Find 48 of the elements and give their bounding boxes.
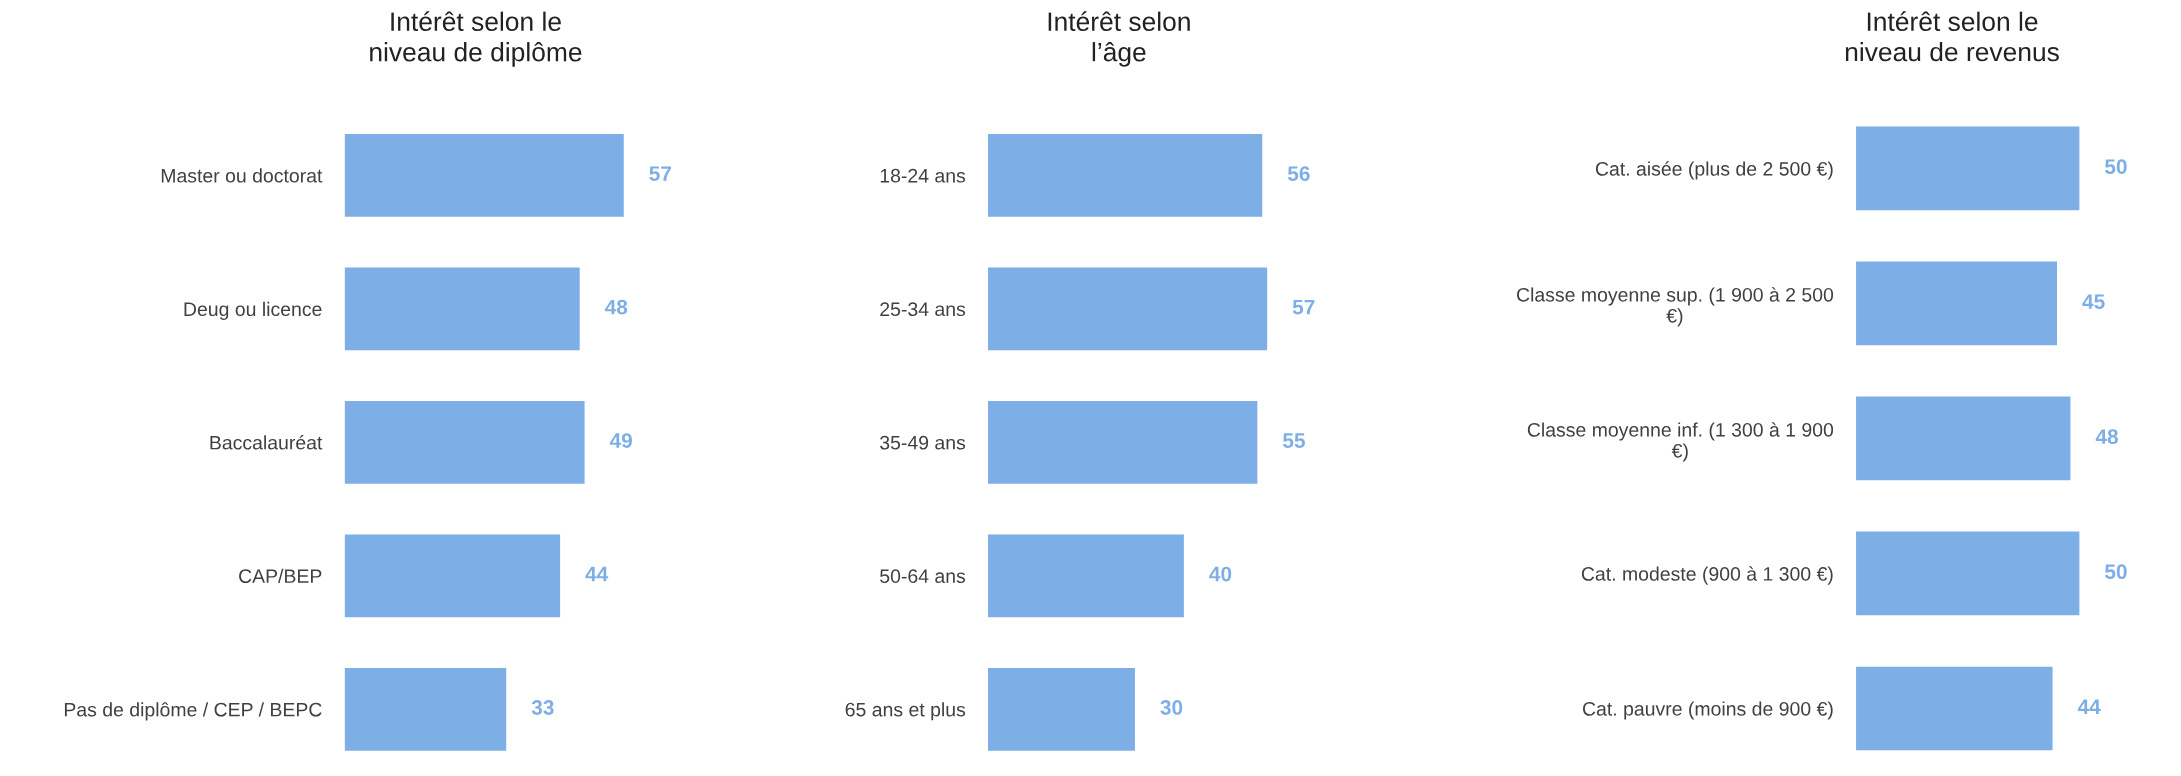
- bar: [1856, 261, 2058, 346]
- bar: [987, 534, 1184, 618]
- y-tick-label: Pas de diplôme / CEP / BEPC: [64, 702, 322, 721]
- bar: [987, 400, 1258, 484]
- data-label: 33: [531, 700, 554, 715]
- y-tick-label: 35-49 ans: [880, 435, 966, 450]
- y-tick-label: Deug ou licence: [184, 301, 322, 320]
- bar: [344, 534, 561, 618]
- y-tick-label: 18-24 ans: [880, 168, 966, 183]
- bar: [987, 134, 1263, 217]
- y-tick-label: Cat. modeste (900 à 1 300 €): [1581, 566, 1833, 585]
- data-label: 50: [2105, 159, 2127, 174]
- data-label: 48: [605, 299, 628, 315]
- bar: [344, 667, 507, 751]
- y-tick-label: 25-34 ans: [880, 302, 966, 317]
- data-label: 50: [2105, 564, 2127, 580]
- y-tick-label: Classe moyenne sup. (1 900 à 2 500 €): [1517, 287, 1834, 327]
- data-label: 45: [2082, 294, 2105, 310]
- bar: [987, 667, 1135, 751]
- data-label: 49: [609, 433, 632, 448]
- chart-title: Intérêt selon l’âge: [1048, 11, 1190, 67]
- bar: [344, 134, 624, 217]
- bar: [1856, 396, 2071, 481]
- y-tick-label: Master ou doctorat: [161, 168, 323, 183]
- y-tick-label: 65 ans et plus: [845, 702, 966, 721]
- chart-title: Intérêt selon le niveau de revenus: [1845, 11, 2059, 62]
- y-tick-label: Cat. aisée (plus de 2 500 €): [1595, 161, 1833, 180]
- y-tick-label: Classe moyenne inf. (1 300 à 1 900 €): [1527, 422, 1834, 462]
- data-label: 56: [1287, 166, 1310, 181]
- y-tick-label: Baccalauréat: [210, 435, 323, 450]
- data-label: 57: [649, 166, 672, 181]
- bar: [1856, 531, 2080, 616]
- bar: [1856, 126, 2080, 211]
- bar: [1856, 666, 2053, 751]
- data-label: 44: [2077, 699, 2101, 714]
- y-tick-label: 50-64 ans: [880, 569, 966, 584]
- data-label: 57: [1292, 299, 1315, 315]
- data-label: 55: [1283, 433, 1305, 448]
- data-label: 30: [1160, 700, 1183, 715]
- data-label: 48: [2095, 429, 2118, 445]
- data-label: 44: [585, 566, 609, 582]
- bar: [987, 267, 1268, 351]
- data-label: 40: [1209, 566, 1232, 582]
- bar: [344, 400, 585, 484]
- y-tick-label: CAP/BEP: [239, 568, 322, 584]
- chart-title: Intérêt selon le niveau de diplôme: [370, 11, 582, 67]
- y-tick-label: Cat. pauvre (moins de 900 €): [1582, 701, 1833, 720]
- bar: [344, 267, 580, 351]
